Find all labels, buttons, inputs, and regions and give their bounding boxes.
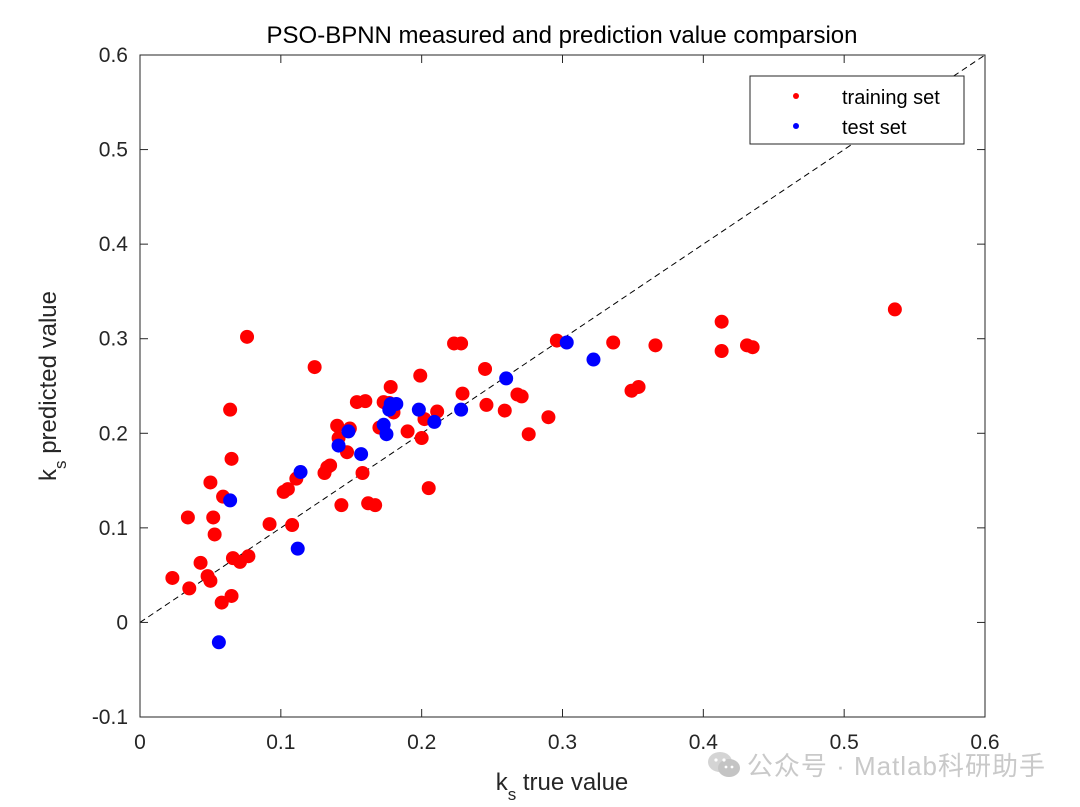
training-point bbox=[214, 595, 229, 610]
training-point bbox=[207, 527, 222, 542]
training-point bbox=[745, 340, 760, 355]
y-tick-label: -0.1 bbox=[92, 706, 128, 729]
test-point bbox=[411, 402, 426, 417]
test-point bbox=[331, 438, 346, 453]
training-point bbox=[182, 581, 197, 596]
legend-marker-training bbox=[793, 93, 799, 99]
legend-marker-test bbox=[793, 123, 799, 129]
training-point bbox=[165, 570, 180, 585]
training-point bbox=[355, 466, 370, 481]
training-point bbox=[714, 314, 729, 329]
test-point bbox=[586, 352, 601, 367]
test-point bbox=[427, 414, 442, 429]
training-point bbox=[193, 555, 208, 570]
training-point bbox=[887, 302, 902, 317]
test-point bbox=[293, 465, 308, 480]
training-point bbox=[206, 510, 221, 525]
chart-title: PSO-BPNN measured and prediction value c… bbox=[267, 22, 858, 49]
x-tick-label: 0.1 bbox=[266, 731, 295, 754]
training-point bbox=[285, 518, 300, 533]
training-point bbox=[413, 368, 428, 383]
test-point bbox=[290, 541, 305, 556]
training-point bbox=[541, 410, 556, 425]
training-point bbox=[521, 427, 536, 442]
training-point bbox=[280, 482, 295, 497]
x-tick-label: 0.5 bbox=[830, 731, 859, 754]
training-point bbox=[414, 431, 429, 446]
test-point bbox=[211, 635, 226, 650]
training-point bbox=[203, 475, 218, 490]
legend-label-test: test set bbox=[842, 117, 907, 139]
training-point bbox=[455, 386, 470, 401]
x-tick-label: 0.3 bbox=[548, 731, 577, 754]
training-point bbox=[631, 379, 646, 394]
series-test-set bbox=[211, 335, 601, 650]
training-point bbox=[224, 451, 239, 466]
training-point bbox=[383, 379, 398, 394]
training-point bbox=[223, 402, 238, 417]
training-point bbox=[334, 498, 349, 513]
training-point bbox=[648, 338, 663, 353]
y-tick-label: 0 bbox=[116, 611, 128, 634]
training-point bbox=[358, 394, 373, 409]
watermark: 公众号 · Matlab科研助手 bbox=[707, 746, 1046, 783]
training-point bbox=[323, 458, 338, 473]
test-point bbox=[389, 396, 404, 411]
y-tick-label: 0.5 bbox=[99, 139, 128, 162]
training-point bbox=[330, 418, 345, 433]
x-tick-label: 0.6 bbox=[970, 731, 999, 754]
training-point bbox=[203, 573, 218, 588]
x-tick-label: 0.4 bbox=[689, 731, 719, 754]
x-tick-label: 0.2 bbox=[407, 731, 436, 754]
training-point bbox=[478, 361, 493, 376]
training-point bbox=[479, 397, 494, 412]
training-point bbox=[224, 588, 239, 603]
test-point bbox=[223, 493, 238, 508]
test-point bbox=[454, 402, 469, 417]
training-point bbox=[606, 335, 621, 350]
wechat-icon bbox=[707, 750, 741, 780]
legend-label-training: training set bbox=[842, 87, 940, 109]
y-tick-label: 0.3 bbox=[99, 328, 128, 351]
watermark-text: 公众号 · Matlab科研助手 bbox=[746, 751, 1046, 781]
training-point bbox=[307, 360, 322, 375]
training-point bbox=[180, 510, 195, 525]
training-point bbox=[368, 498, 383, 513]
training-point bbox=[497, 403, 512, 418]
training-point bbox=[241, 549, 256, 564]
training-point bbox=[240, 329, 255, 344]
training-point bbox=[400, 424, 415, 439]
test-point bbox=[354, 447, 369, 462]
legend: training set test set bbox=[749, 75, 965, 145]
training-point bbox=[262, 517, 277, 532]
test-point bbox=[341, 424, 356, 439]
series-training-set bbox=[165, 302, 902, 610]
training-point bbox=[514, 389, 529, 404]
training-point bbox=[714, 344, 729, 359]
y-axis-label: ks predicted value bbox=[35, 291, 70, 481]
test-point bbox=[559, 335, 574, 350]
x-tick-label: 0 bbox=[134, 731, 146, 754]
test-point bbox=[499, 371, 514, 386]
y-tick-label: 0.1 bbox=[99, 517, 128, 540]
plot-area bbox=[139, 54, 986, 718]
test-point bbox=[379, 427, 394, 442]
y-tick-label: 0.6 bbox=[99, 44, 128, 67]
training-point bbox=[454, 336, 469, 351]
y-tick-label: 0.2 bbox=[99, 422, 128, 445]
x-axis-label: ks true value bbox=[496, 769, 629, 804]
training-point bbox=[421, 481, 436, 496]
y-tick-label: 0.4 bbox=[99, 233, 129, 256]
legend-box bbox=[749, 75, 965, 145]
